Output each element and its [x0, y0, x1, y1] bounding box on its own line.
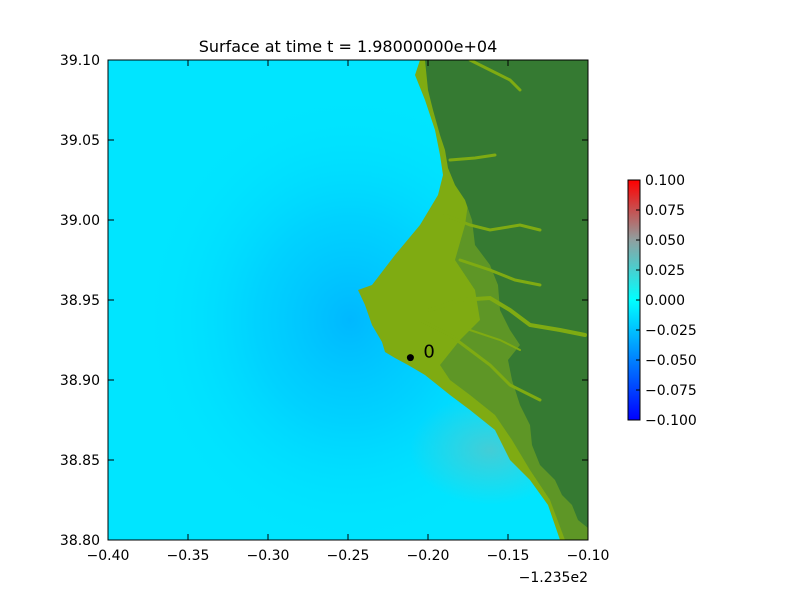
y-tick-label: 38.95 — [60, 293, 100, 309]
x-axis: −0.40 −0.35 −0.30 −0.25 −0.20 −0.15 −0.10 — [87, 60, 610, 564]
plot-area — [108, 60, 588, 540]
colorbar-tick-label: 0.000 — [645, 293, 685, 309]
colorbar-tick-label: −0.050 — [645, 353, 697, 369]
colorbar-tick-label: −0.025 — [645, 323, 697, 339]
x-tick-label: −0.25 — [327, 548, 370, 564]
x-tick-label: −0.40 — [87, 548, 130, 564]
y-tick-label: 38.80 — [60, 533, 100, 549]
y-axis: 38.80 38.85 38.90 38.95 39.00 39.05 39.10 — [60, 53, 588, 549]
colorbar-tick-label: 0.025 — [645, 263, 685, 279]
x-tick-label: −0.20 — [407, 548, 450, 564]
y-tick-label: 39.05 — [60, 133, 100, 149]
y-tick-label: 39.10 — [60, 53, 100, 69]
colorbar-tick-label: 0.075 — [645, 203, 685, 219]
colorbar-tick-label: 0.100 — [645, 173, 685, 189]
river-valleys — [418, 60, 587, 402]
x-tick-label: −0.30 — [247, 548, 290, 564]
chart-title: Surface at time t = 1.98000000e+04 — [199, 37, 498, 56]
gauge-point — [406, 354, 414, 362]
y-tick-label: 38.85 — [60, 453, 100, 469]
gauge-label: 0 — [423, 342, 434, 363]
x-tick-label: −0.15 — [487, 548, 530, 564]
upland-region — [425, 60, 588, 528]
x-offset-label: −1.235e2 — [519, 570, 588, 586]
colorbar-tick-label: −0.075 — [645, 383, 697, 399]
x-tick-label: −0.35 — [167, 548, 210, 564]
y-tick-label: 38.90 — [60, 373, 100, 389]
colorbar-axis: 0.100 0.075 0.050 0.025 0.000 −0.025 −0.050 −0.… — [636, 173, 697, 429]
colorbar-tick-label: −0.100 — [645, 413, 697, 429]
colorbar-tick-label: 0.050 — [645, 233, 685, 249]
gauge-markers: 0 — [406, 342, 435, 363]
y-tick-label: 39.00 — [60, 213, 100, 229]
x-tick-label: −0.10 — [567, 548, 610, 564]
